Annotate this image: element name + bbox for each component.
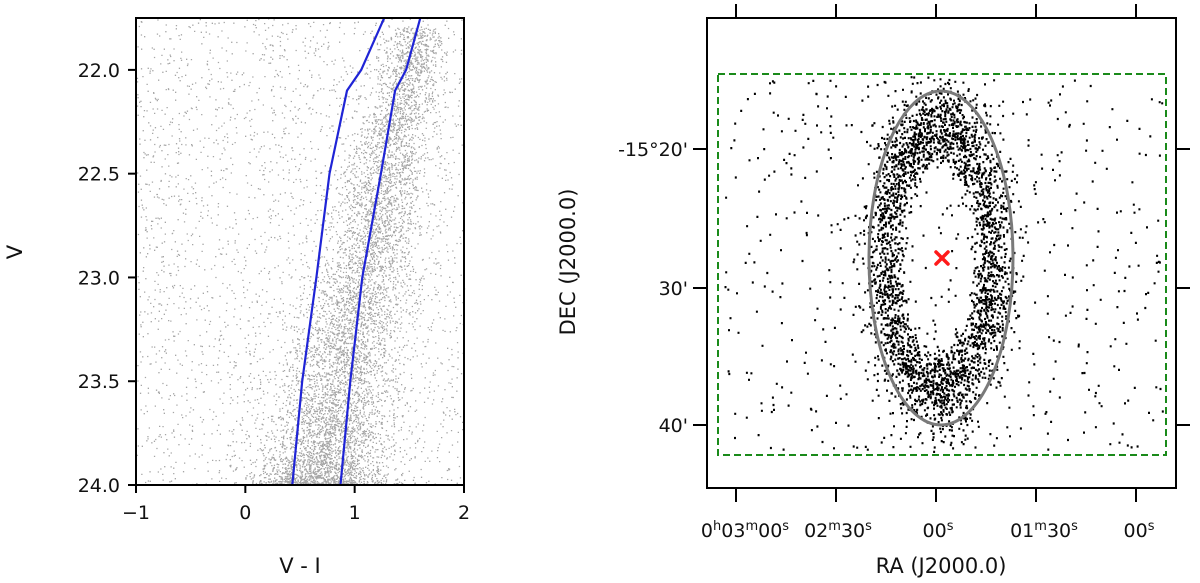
ra-tick-label: 0h03m00s xyxy=(701,519,789,543)
galaxy-ellipse xyxy=(867,89,1015,427)
isochrone-line-2 xyxy=(339,17,422,486)
x-tick-label: 1 xyxy=(349,502,361,524)
center-marker xyxy=(934,250,950,266)
cmd-x-ticks: −1 0 1 2 xyxy=(122,485,470,524)
sky-x-axis-label: RA (J2000.0) xyxy=(876,554,1007,578)
x-tick-label: 0 xyxy=(239,502,251,524)
sky-points xyxy=(724,76,1164,453)
ra-tick-label: 01m30s xyxy=(1010,519,1078,543)
ra-tick-label: 00s xyxy=(923,519,954,543)
y-tick-label: 22.0 xyxy=(78,60,120,82)
cmd-x-axis-label: V - I xyxy=(279,554,321,578)
cmd-y-ticks: 22.0 22.5 23.0 23.5 24.0 xyxy=(78,60,136,497)
y-tick-label: 24.0 xyxy=(78,475,120,497)
dec-tick-label: 30' xyxy=(659,278,688,300)
sky-ticks xyxy=(693,4,1190,502)
cmd-axes-frame xyxy=(135,17,465,486)
cmd-points xyxy=(136,17,466,486)
cmd-panel: −1 0 1 2 22.0 22.5 23.0 23.5 24.0 V - I V xyxy=(3,17,470,578)
y-tick-label: 23.0 xyxy=(78,267,120,289)
x-tick-label: −1 xyxy=(122,502,150,524)
sky-star-points xyxy=(724,76,1164,453)
ra-tick-label: 02m30s xyxy=(804,519,872,543)
sky-map-panel: 0h03m00s 02m30s 00s 01m30s 00s -15°20' 30' 40'… xyxy=(556,4,1190,578)
ra-tick-label: 00s xyxy=(1124,519,1155,543)
dec-tick-label: -15°20' xyxy=(618,139,688,161)
sky-x-tick-labels: 0h03m00s 02m30s 00s 01m30s 00s xyxy=(701,519,1155,543)
field-boundary-box xyxy=(717,73,1167,456)
sky-axes-frame xyxy=(706,17,1177,489)
y-tick-label: 22.5 xyxy=(78,164,120,186)
cmd-y-axis-label: V xyxy=(3,244,27,259)
sky-y-axis-label: DEC (J2000.0) xyxy=(556,189,580,336)
sky-y-tick-labels: -15°20' 30' 40' xyxy=(618,139,688,437)
dec-tick-label: 40' xyxy=(659,415,688,437)
isochrone-line-1 xyxy=(291,17,386,486)
x-tick-label: 2 xyxy=(458,502,470,524)
center-marker-stroke xyxy=(934,250,950,266)
cmd-isochrone-lines xyxy=(291,17,422,486)
y-tick-label: 23.5 xyxy=(78,371,120,393)
cmd-star-points xyxy=(136,17,466,486)
